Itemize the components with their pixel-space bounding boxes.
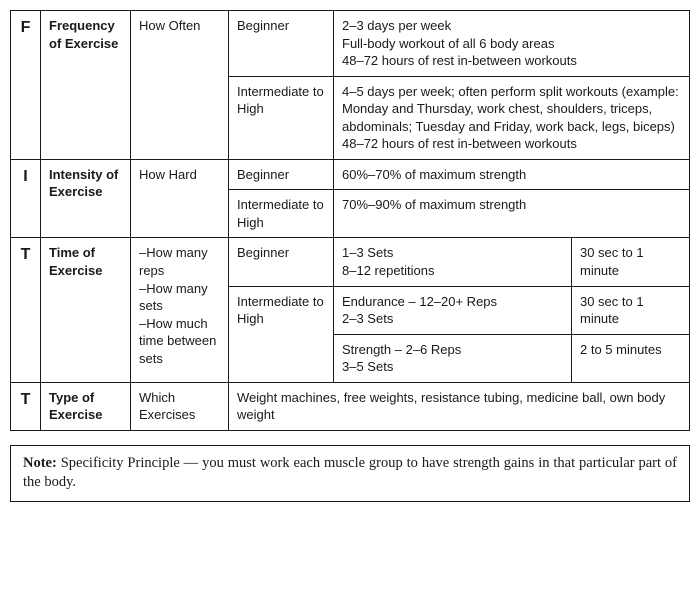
- row-t1-level-int: Intermediate to High: [229, 286, 334, 382]
- note-label: Note:: [23, 455, 57, 471]
- note-text: Specificity Principle — you must work ea…: [23, 455, 677, 491]
- row-i-level-int: Intermediate to High: [229, 190, 334, 238]
- row-t1-how: –How many reps –How many sets –How much …: [131, 238, 229, 382]
- row-f-level-int: Intermediate to High: [229, 76, 334, 159]
- row-t1-name: Time of Exercise: [41, 238, 131, 382]
- note-box: Note: Specificity Principle — you must w…: [10, 445, 690, 502]
- row-i-detail-int: 70%–90% of maximum strength: [334, 190, 690, 238]
- row-i-level-beginner: Beginner: [229, 159, 334, 190]
- row-f-level-beginner: Beginner: [229, 11, 334, 77]
- fitt-table: F Frequency of Exercise How Often Beginn…: [10, 10, 690, 431]
- row-t1-reps-beginner: 1–3 Sets 8–12 repetitions: [334, 238, 572, 286]
- row-t1-level-beginner: Beginner: [229, 238, 334, 286]
- row-t1-rest-endurance: 30 sec to 1 minute: [571, 286, 689, 334]
- row-t1-reps-strength: Strength – 2–6 Reps 3–5 Sets: [334, 334, 572, 382]
- row-t2-name: Type of Exercise: [41, 382, 131, 430]
- row-i-name: Intensity of Exercise: [41, 159, 131, 238]
- row-f-detail-int: 4–5 days per week; often perform split w…: [334, 76, 690, 159]
- row-t2-letter: T: [11, 382, 41, 430]
- row-t2-how: Which Exercises: [131, 382, 229, 430]
- row-i-how: How Hard: [131, 159, 229, 238]
- row-i-detail-beginner: 60%–70% of maximum strength: [334, 159, 690, 190]
- row-t1-letter: T: [11, 238, 41, 382]
- row-f-detail-beginner: 2–3 days per week Full-body workout of a…: [334, 11, 690, 77]
- row-t1-reps-endurance: Endurance – 12–20+ Reps 2–3 Sets: [334, 286, 572, 334]
- row-t1-rest-strength: 2 to 5 minutes: [571, 334, 689, 382]
- row-i-letter: I: [11, 159, 41, 238]
- row-f-letter: F: [11, 11, 41, 160]
- row-f-name: Frequency of Exercise: [41, 11, 131, 160]
- row-f-how: How Often: [131, 11, 229, 160]
- row-t1-rest-beginner: 30 sec to 1 minute: [571, 238, 689, 286]
- row-t2-detail: Weight machines, free weights, resistanc…: [229, 382, 690, 430]
